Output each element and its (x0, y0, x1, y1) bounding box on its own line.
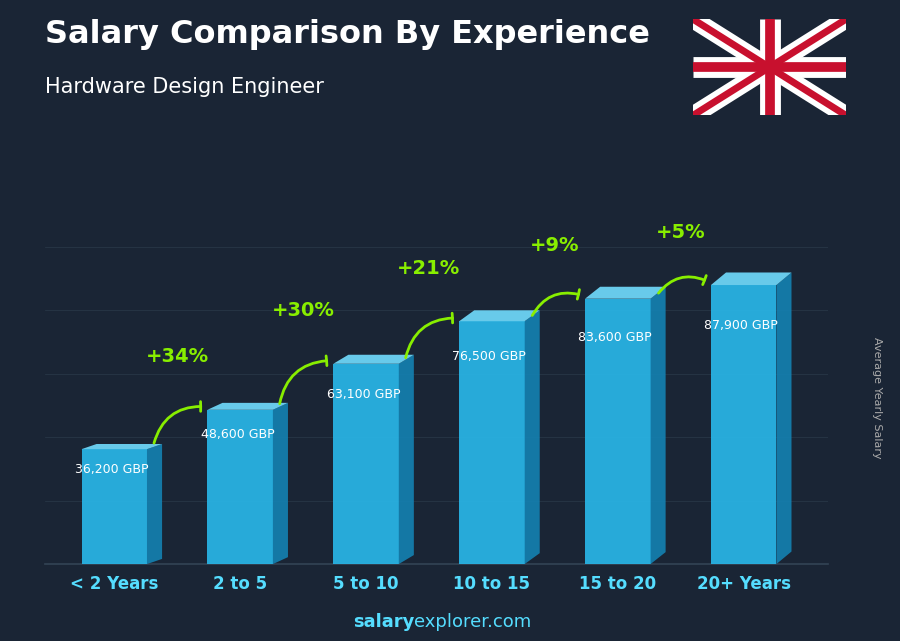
Text: +30%: +30% (272, 301, 335, 320)
Text: 36,200 GBP: 36,200 GBP (75, 463, 148, 476)
Polygon shape (777, 272, 791, 564)
Polygon shape (651, 287, 666, 564)
Polygon shape (459, 310, 540, 321)
Text: Salary Comparison By Experience: Salary Comparison By Experience (45, 19, 650, 50)
Polygon shape (525, 310, 540, 564)
Text: 83,600 GBP: 83,600 GBP (579, 331, 652, 344)
Polygon shape (82, 449, 147, 564)
Polygon shape (585, 299, 651, 564)
Polygon shape (711, 272, 791, 285)
Text: +34%: +34% (146, 347, 209, 367)
Polygon shape (459, 321, 525, 564)
Polygon shape (585, 287, 666, 299)
Polygon shape (82, 444, 162, 449)
Polygon shape (333, 354, 414, 364)
Text: explorer.com: explorer.com (414, 613, 531, 631)
Text: +9%: +9% (530, 237, 580, 255)
Polygon shape (207, 410, 273, 564)
Polygon shape (207, 403, 288, 410)
Polygon shape (147, 444, 162, 564)
Polygon shape (399, 354, 414, 564)
Text: Hardware Design Engineer: Hardware Design Engineer (45, 77, 324, 97)
Polygon shape (333, 364, 399, 564)
Text: 87,900 GBP: 87,900 GBP (705, 319, 778, 331)
Text: Average Yearly Salary: Average Yearly Salary (872, 337, 883, 458)
Polygon shape (273, 403, 288, 564)
Text: +21%: +21% (397, 259, 461, 278)
Text: 63,100 GBP: 63,100 GBP (327, 388, 400, 401)
Text: +5%: +5% (656, 222, 706, 242)
Text: salary: salary (353, 613, 414, 631)
Text: 76,500 GBP: 76,500 GBP (453, 351, 526, 363)
Polygon shape (711, 285, 777, 564)
Text: 48,600 GBP: 48,600 GBP (201, 428, 274, 441)
